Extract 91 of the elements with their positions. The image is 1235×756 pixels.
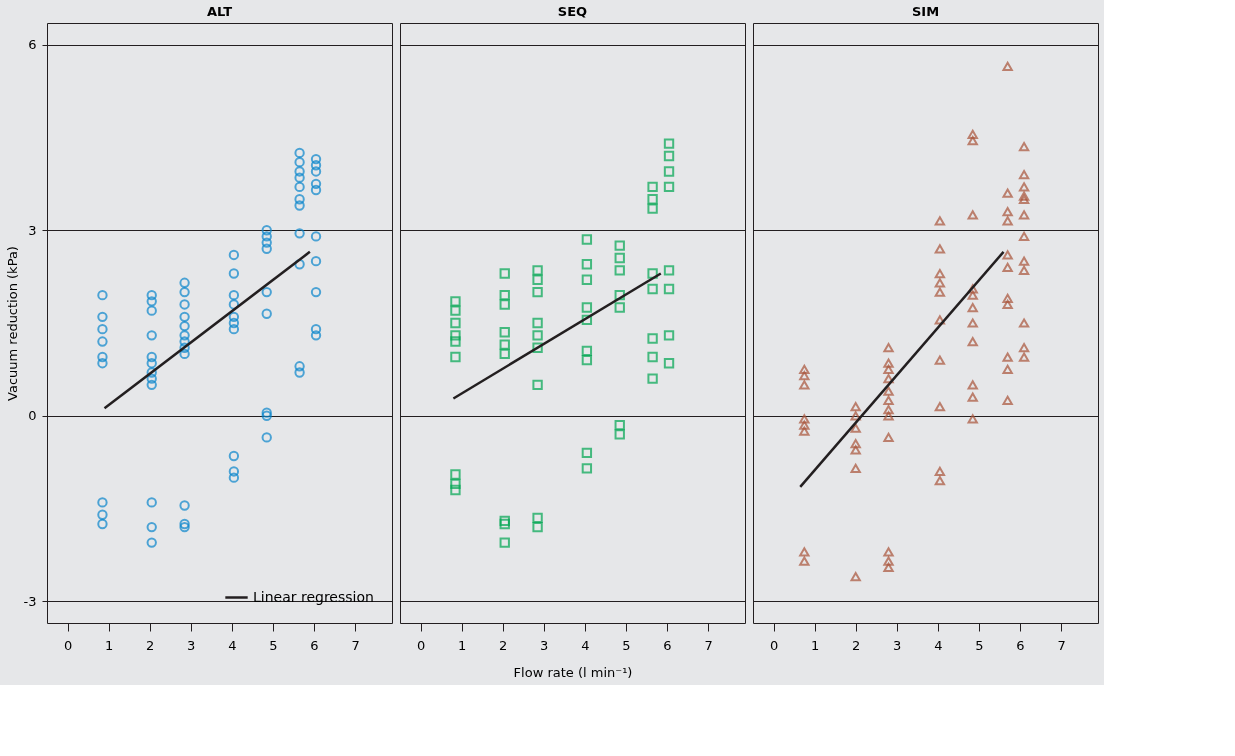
point — [581, 274, 593, 285]
point — [614, 429, 625, 440]
point — [647, 333, 658, 344]
point — [663, 283, 675, 295]
point — [581, 259, 593, 270]
point — [647, 351, 658, 363]
point — [499, 327, 510, 338]
x-tick-label: 5 — [269, 637, 278, 653]
x-tick-label: 4 — [934, 637, 943, 653]
point — [532, 265, 543, 276]
y-axis-title: Vacuum reduction (kPa) — [4, 246, 20, 401]
x-tick-label: 3 — [187, 637, 196, 653]
x-tick-label: 1 — [104, 637, 114, 653]
x-tick-label: 0 — [63, 637, 73, 653]
y-tick-label: 0 — [28, 408, 37, 424]
point — [450, 305, 461, 316]
point — [614, 289, 625, 301]
point — [450, 296, 461, 307]
point — [499, 268, 510, 279]
point — [647, 203, 658, 214]
point — [581, 314, 593, 326]
point — [581, 447, 593, 459]
x-tick-label: 1 — [810, 637, 820, 653]
x-tick-label: 5 — [622, 637, 631, 653]
point — [647, 181, 658, 193]
point — [663, 181, 675, 193]
x-tick-label: 6 — [1016, 637, 1025, 653]
point — [499, 299, 510, 310]
point — [450, 330, 461, 341]
point — [581, 302, 593, 313]
chart-title: SIM — [911, 4, 940, 19]
point — [499, 339, 510, 350]
x-tick-label: 0 — [769, 637, 779, 653]
y-tick-label: 6 — [28, 37, 37, 53]
point — [499, 348, 510, 360]
point — [450, 469, 461, 480]
x-tick-label: 5 — [975, 637, 984, 653]
x-tick-label: 7 — [351, 637, 360, 653]
point — [663, 265, 675, 276]
point — [532, 379, 543, 391]
point — [663, 330, 675, 341]
point — [581, 354, 593, 366]
point — [663, 166, 675, 177]
point — [663, 150, 675, 162]
point — [614, 265, 625, 276]
x-tick-label: 2 — [146, 637, 155, 653]
x-tick-label: 2 — [499, 637, 508, 653]
point — [663, 138, 675, 149]
x-tick-label: 0 — [416, 637, 426, 653]
y-tick-label: 3 — [28, 222, 37, 238]
point — [450, 317, 461, 329]
point — [532, 342, 543, 353]
x-tick-label: 6 — [310, 637, 319, 653]
point — [450, 351, 461, 363]
x-tick-label: 3 — [893, 637, 902, 653]
point — [532, 317, 543, 329]
point — [614, 252, 625, 264]
point — [532, 330, 543, 341]
x-tick-label: 2 — [852, 637, 861, 653]
point — [532, 274, 543, 285]
point — [647, 373, 658, 384]
point — [532, 512, 543, 524]
x-tick-label: 7 — [1057, 637, 1066, 653]
point — [450, 336, 461, 347]
chart-title: ALT — [206, 4, 233, 19]
point — [614, 240, 625, 251]
point — [663, 358, 675, 369]
point — [647, 268, 658, 279]
x-tick-label: 1 — [457, 637, 467, 653]
chart-title: SEQ — [557, 4, 588, 19]
point — [499, 537, 510, 548]
point — [614, 419, 625, 431]
x-tick-label: 4 — [228, 637, 237, 653]
y-tick-label: -3 — [23, 593, 37, 609]
legend-label: Linear regression — [253, 588, 374, 605]
point — [532, 521, 543, 533]
x-axis-title: Flow rate (l min⁻¹) — [513, 664, 633, 680]
x-tick-label: 6 — [663, 637, 672, 653]
point — [647, 194, 658, 205]
point — [581, 234, 593, 245]
x-tick-label: 3 — [540, 637, 549, 653]
point — [581, 345, 593, 357]
x-tick-label: 4 — [581, 637, 590, 653]
point — [532, 286, 543, 298]
point — [581, 463, 593, 474]
point — [614, 302, 625, 313]
point — [450, 484, 461, 496]
point — [450, 478, 461, 490]
x-tick-label: 7 — [704, 637, 713, 653]
point — [647, 283, 658, 295]
point — [499, 289, 510, 301]
